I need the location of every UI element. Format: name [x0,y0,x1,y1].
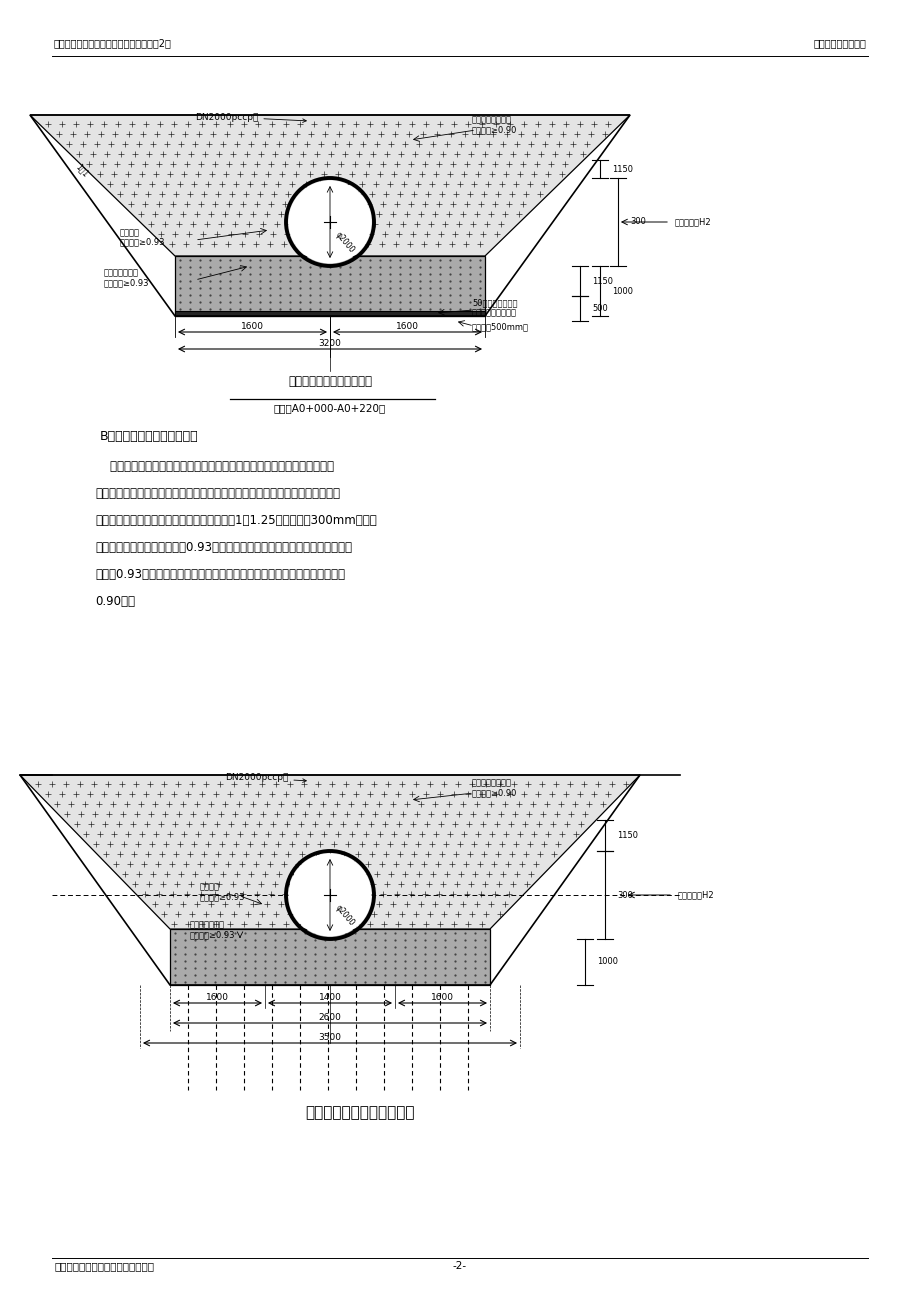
Bar [175,256,484,316]
Text: 压实系数≥0.90: 压实系数≥0.90 [471,788,516,797]
Text: 压实系数≥0.90: 压实系数≥0.90 [471,125,516,134]
Text: 原状土晾晒后回填: 原状土晾晒后回填 [471,779,512,786]
Text: 300: 300 [617,891,632,900]
Polygon shape [30,115,630,256]
Text: 级配碎石砂垫层: 级配碎石砂垫层 [104,268,139,277]
Text: 1000: 1000 [596,957,618,966]
Text: 2600: 2600 [318,1013,341,1022]
Text: 本段管槽范围及管道基础以下为淤泥层，为了提高管道地基强度、减少地: 本段管槽范围及管道基础以下为淤泥层，为了提高管道地基强度、减少地 [95,460,334,473]
Text: DN2000pccp管: DN2000pccp管 [195,112,306,122]
Text: 压实系数≥0.93: 压实系数≥0.93 [104,279,150,286]
Text: 50型双向土工隔栅: 50型双向土工隔栅 [471,298,517,307]
Text: 原状土晾晒后回填: 原状土晾晒后回填 [471,115,512,124]
Text: 管中心标高H2: 管中心标高H2 [677,891,714,900]
Text: 回填石屑: 回填石屑 [119,228,140,237]
Text: 300: 300 [630,217,645,227]
Text: 一层（夯实后铺设）: 一层（夯实后铺设） [471,309,516,316]
Text: 碎石砂垫层（压实系数不小于0.93）；管中心标高以下腹腔回填石屑（压实系数: 碎石砂垫层（压实系数不小于0.93）；管中心标高以下腹腔回填石屑（压实系数 [95,542,352,553]
Text: 块石垫层500mm厚: 块石垫层500mm厚 [471,322,528,331]
Text: 基变形和满足地基承载力要求采用水泥搅拌桩法对地基进行加固处理。水泥搅拌: 基变形和满足地基承载力要求采用水泥搅拌桩法对地基进行加固处理。水泥搅拌 [95,487,340,500]
Text: 明开挖埋管施工方案: 明开挖埋管施工方案 [812,38,865,48]
Text: 1150: 1150 [617,831,637,840]
Text: 回填石屑: 回填石屑 [199,881,220,891]
Circle shape [289,854,371,936]
Text: 桩养护达到强度后，采用放坡开挖，开挖坡度1：1.25；管底采用300mm厚级配: 桩养护达到强度后，采用放坡开挖，开挖坡度1：1.25；管底采用300mm厚级配 [95,514,377,527]
Text: 1600: 1600 [430,993,453,1003]
Text: 1000: 1000 [611,286,632,296]
Text: 乾务水厂、黄杨泵站及配套管线扩建工程2标: 乾务水厂、黄杨泵站及配套管线扩建工程2标 [54,38,172,48]
Text: 0.90）。: 0.90）。 [95,595,135,608]
Text: -2-: -2- [452,1262,467,1271]
Text: 1600: 1600 [206,993,229,1003]
Text: 1600: 1600 [395,322,418,331]
Text: 压实系数≥0.93: 压实系数≥0.93 [190,930,235,939]
Text: 压实系数≥0.93: 压实系数≥0.93 [199,892,245,901]
Text: 1：1: 1：1 [74,163,90,178]
Text: 3200: 3200 [318,339,341,348]
Text: 压实系数≥0.93: 压实系数≥0.93 [119,237,165,246]
Text: 3500: 3500 [318,1032,341,1042]
Text: φ2000: φ2000 [334,904,357,927]
Text: 管中心标高H2: 管中心标高H2 [675,217,711,227]
Text: DN2000pccp管: DN2000pccp管 [225,773,306,783]
Circle shape [289,181,371,263]
Text: 1400: 1400 [318,993,341,1003]
Polygon shape [20,775,640,930]
Bar [170,930,490,986]
Text: 500: 500 [591,303,607,312]
Text: 不小于0.93）；管道中心标高以上回填原状土（晾晒后回填，压实系数不小于: 不小于0.93）；管道中心标高以上回填原状土（晾晒后回填，压实系数不小于 [95,568,345,581]
Text: 1600: 1600 [241,322,264,331]
Text: 级配碎石砂垫层: 级配碎石砂垫层 [190,921,225,930]
Text: 管道放坡开挖断面图（一）: 管道放坡开挖断面图（一） [288,375,371,388]
Text: B、管道放坡开挖断面（二）: B、管道放坡开挖断面（二） [100,430,199,443]
Text: φ2000: φ2000 [334,230,357,254]
Text: 管道放坡开挖断面图（二）: 管道放坡开挖断面图（二） [305,1105,414,1120]
Text: 桩号（A0+000-A0+220）: 桩号（A0+000-A0+220） [274,404,386,413]
Text: 1150: 1150 [591,276,612,285]
Text: 1150: 1150 [611,164,632,173]
Text: 【北京市政建设集团有限责任公司】: 【北京市政建设集团有限责任公司】 [55,1262,154,1271]
Bar [175,311,484,316]
